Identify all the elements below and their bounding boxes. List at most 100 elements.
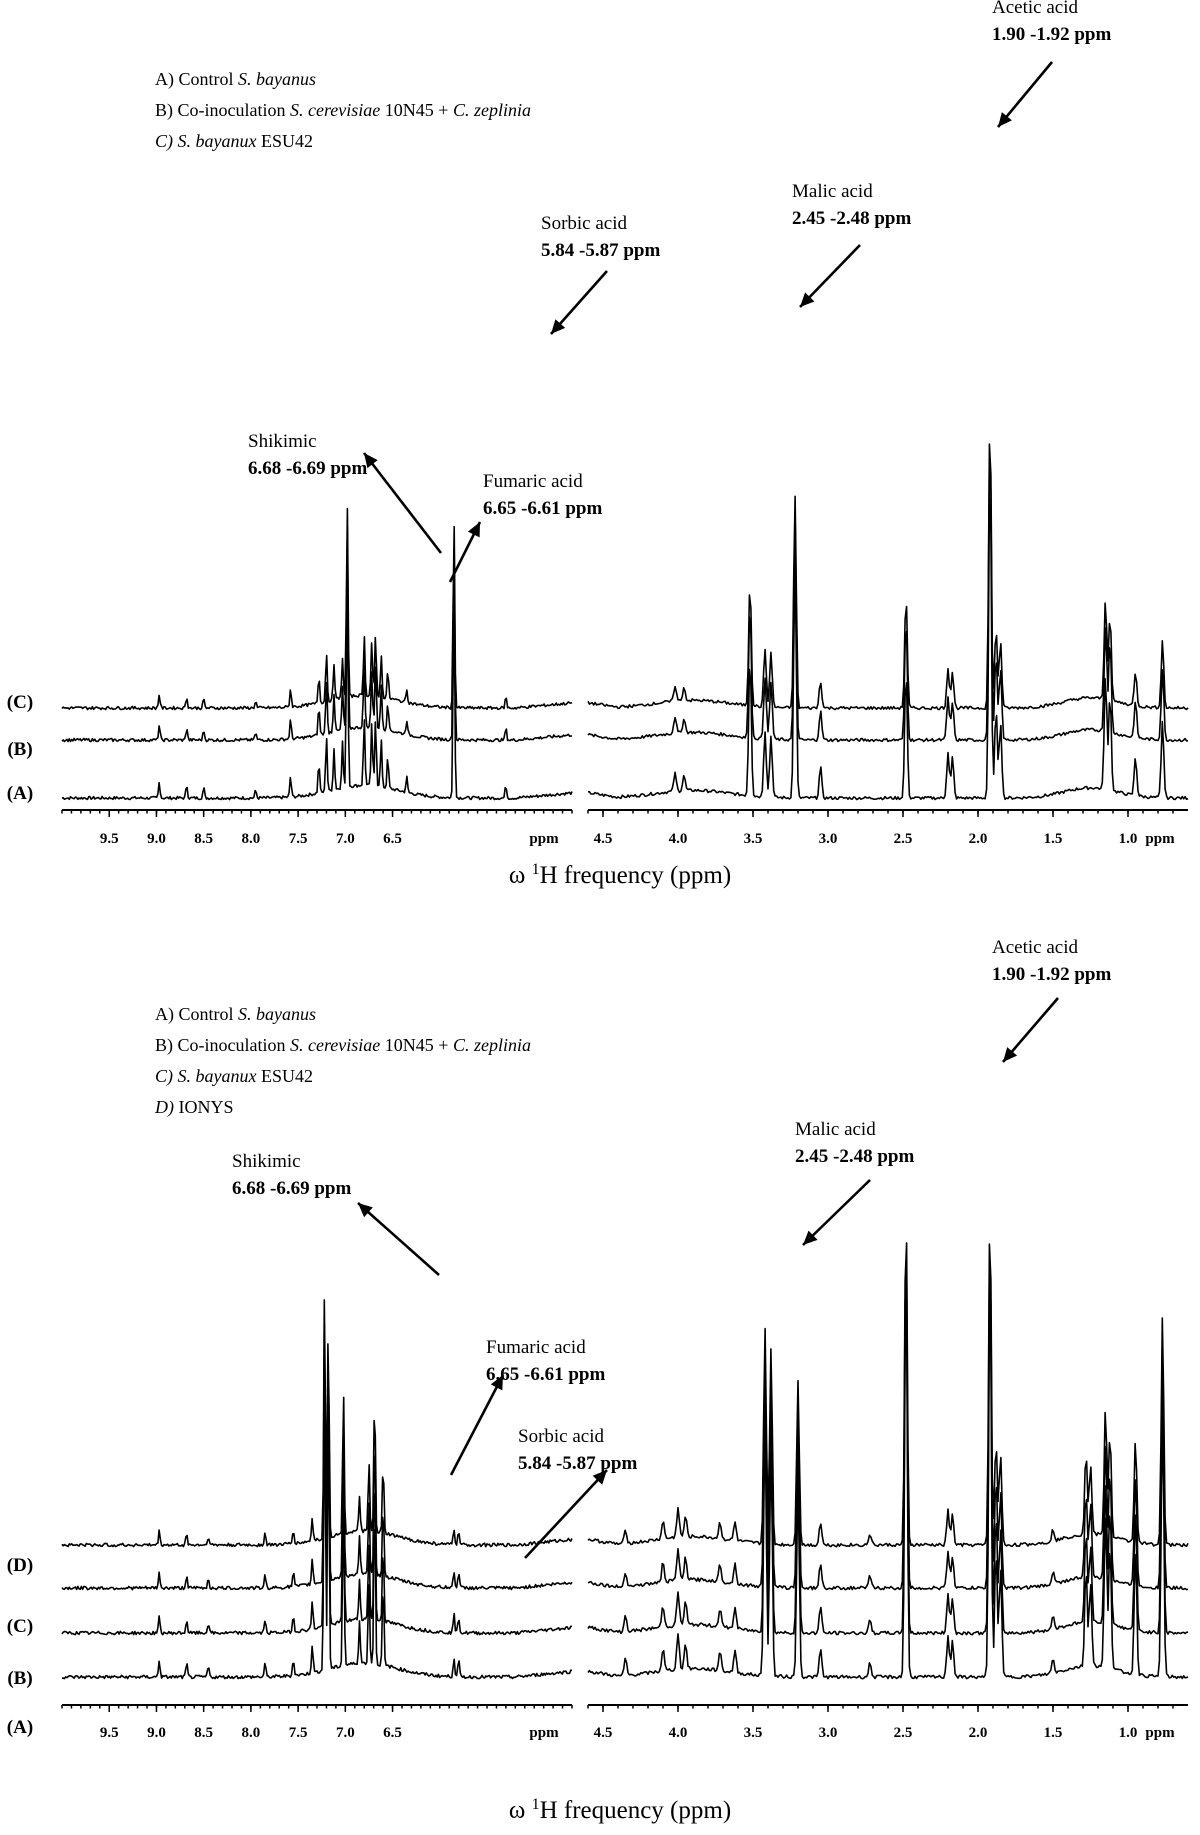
x-tick-label: 1.5 [1044,831,1063,847]
x-tick-label: 1.0 [1119,831,1138,847]
tick-unit-label: ppm [1145,831,1175,847]
annotation-range: 6.65 -6.61 ppm [486,1364,605,1385]
x-tick-label: 4.0 [669,831,688,847]
annotation-range: 2.45 -2.48 ppm [795,1146,914,1167]
legend-entry: B) Co-inoculation S. cerevisiae 10N45 + … [155,100,531,121]
annotation-arrow [449,1374,505,1476]
annotation-range: 6.68 -6.69 ppm [248,458,367,479]
spectrum-trace-c-seg2 [587,1263,1189,1591]
x-tick-label: 9.5 [100,831,119,847]
annotation-name: Fumaric acid [486,1337,586,1358]
spectrum-trace-a-seg2 [587,1309,1189,1680]
tick-unit-label: ppm [529,1725,559,1741]
x-tick-label: 4.0 [669,1725,688,1741]
legend-entry: A) Control S. bayanus [155,1004,316,1025]
annotation-arrow [799,244,861,308]
legend-entry: C) S. bayanux ESU42 [155,1066,313,1087]
annotation-name: Shikimic [248,431,317,452]
annotation-name: Malic acid [795,1119,876,1140]
legend-entry: A) Control S. bayanus [155,69,316,90]
series-label: (C) [7,692,33,713]
annotation-range: 1.90 -1.92 ppm [992,24,1111,45]
annotation-arrowhead [592,1470,607,1485]
x-tick-label: 2.5 [894,831,913,847]
annotation-name: Shikimic [232,1151,301,1172]
annotation-arrow [524,1469,608,1559]
annotation-range: 1.90 -1.92 ppm [992,964,1111,985]
x-tick-label: 3.0 [819,1725,838,1741]
annotation-name: Fumaric acid [483,471,583,492]
spectrum-trace-a-seg2 [587,497,1189,801]
x-tick-label: 3.5 [744,1725,763,1741]
x-axis-label: ω 1H frequency (ppm) [509,861,731,889]
spectrum-trace-a-seg1 [61,1379,573,1680]
x-tick-label: 1.5 [1044,1725,1063,1741]
annotation-arrow [362,452,443,554]
series-label: (B) [7,1668,32,1689]
series-label: (A) [7,1717,33,1738]
x-tick-label: 1.0 [1119,1725,1138,1741]
annotation-name: Malic acid [792,181,873,202]
annotation-name: Sorbic acid [541,213,628,234]
spectrum-trace-c-seg2 [587,443,1189,711]
annotation-arrowhead [551,319,566,334]
annotation-arrowhead [358,1203,373,1218]
annotation-arrowhead [800,292,815,307]
x-tick-label: 8.5 [194,1725,213,1741]
annotation-arrowhead [490,1375,503,1391]
spectrum-trace-a-seg1 [61,573,573,801]
series-label: (D) [7,1555,33,1576]
spectrum-trace-b-seg2 [587,1288,1189,1636]
spectrum-trace-b-seg2 [587,458,1189,743]
x-tick-label: 6.5 [383,831,402,847]
annotation-arrow [550,270,608,335]
annotation-arrowhead [364,453,378,469]
x-tick-label: 3.0 [819,831,838,847]
spectrum-trace-c-seg1 [61,507,573,711]
annotation-arrowhead [467,522,480,538]
spectrum-trace-d-seg2 [587,1242,1189,1548]
tick-unit-label: ppm [1145,1725,1175,1741]
x-tick-label: 9.5 [100,1725,119,1741]
x-tick-label: 4.5 [594,1725,613,1741]
annotation-arrowhead [803,1230,818,1245]
annotation-arrowhead [1003,1047,1018,1062]
annotation-range: 6.65 -6.61 ppm [483,498,602,519]
x-tick-label: 3.5 [744,831,763,847]
annotation-name: Sorbic acid [518,1426,605,1447]
annotation-range: 2.45 -2.48 ppm [792,208,911,229]
x-tick-label: 9.0 [147,831,166,847]
annotation-name: Acetic acid [992,0,1078,18]
legend-entry: D) IONYS [154,1097,234,1118]
x-tick-label: 7.0 [336,1725,355,1741]
annotation-arrow [997,61,1053,128]
spectrum-trace-d-seg1 [61,1299,573,1548]
annotation-range: 6.68 -6.69 ppm [232,1178,351,1199]
x-tick-label: 7.0 [336,831,355,847]
spectrum-trace-c-seg1 [61,1324,573,1591]
x-tick-label: 8.5 [194,831,213,847]
tick-unit-label: ppm [529,831,559,847]
annotation-arrow [357,1202,440,1276]
x-tick-label: 7.5 [289,1725,308,1741]
annotation-arrow [802,1179,871,1246]
spectrum-trace-b-seg1 [61,1352,573,1636]
x-tick-label: 2.0 [969,831,988,847]
x-tick-label: 4.5 [594,831,613,847]
x-tick-label: 2.5 [894,1725,913,1741]
legend-entry: C) S. bayanux ESU42 [155,131,313,152]
series-label: (C) [7,1616,33,1637]
x-tick-label: 6.5 [383,1725,402,1741]
annotation-range: 5.84 -5.87 ppm [541,240,660,261]
annotation-range: 5.84 -5.87 ppm [518,1453,637,1474]
x-axis-label: ω 1H frequency (ppm) [509,1796,731,1824]
x-tick-label: 9.0 [147,1725,166,1741]
annotation-name: Acetic acid [992,937,1078,958]
annotation-arrowhead [998,112,1012,127]
x-tick-label: 2.0 [969,1725,988,1741]
x-tick-label: 8.0 [242,1725,261,1741]
x-tick-label: 7.5 [289,831,308,847]
series-label: (A) [7,783,33,804]
